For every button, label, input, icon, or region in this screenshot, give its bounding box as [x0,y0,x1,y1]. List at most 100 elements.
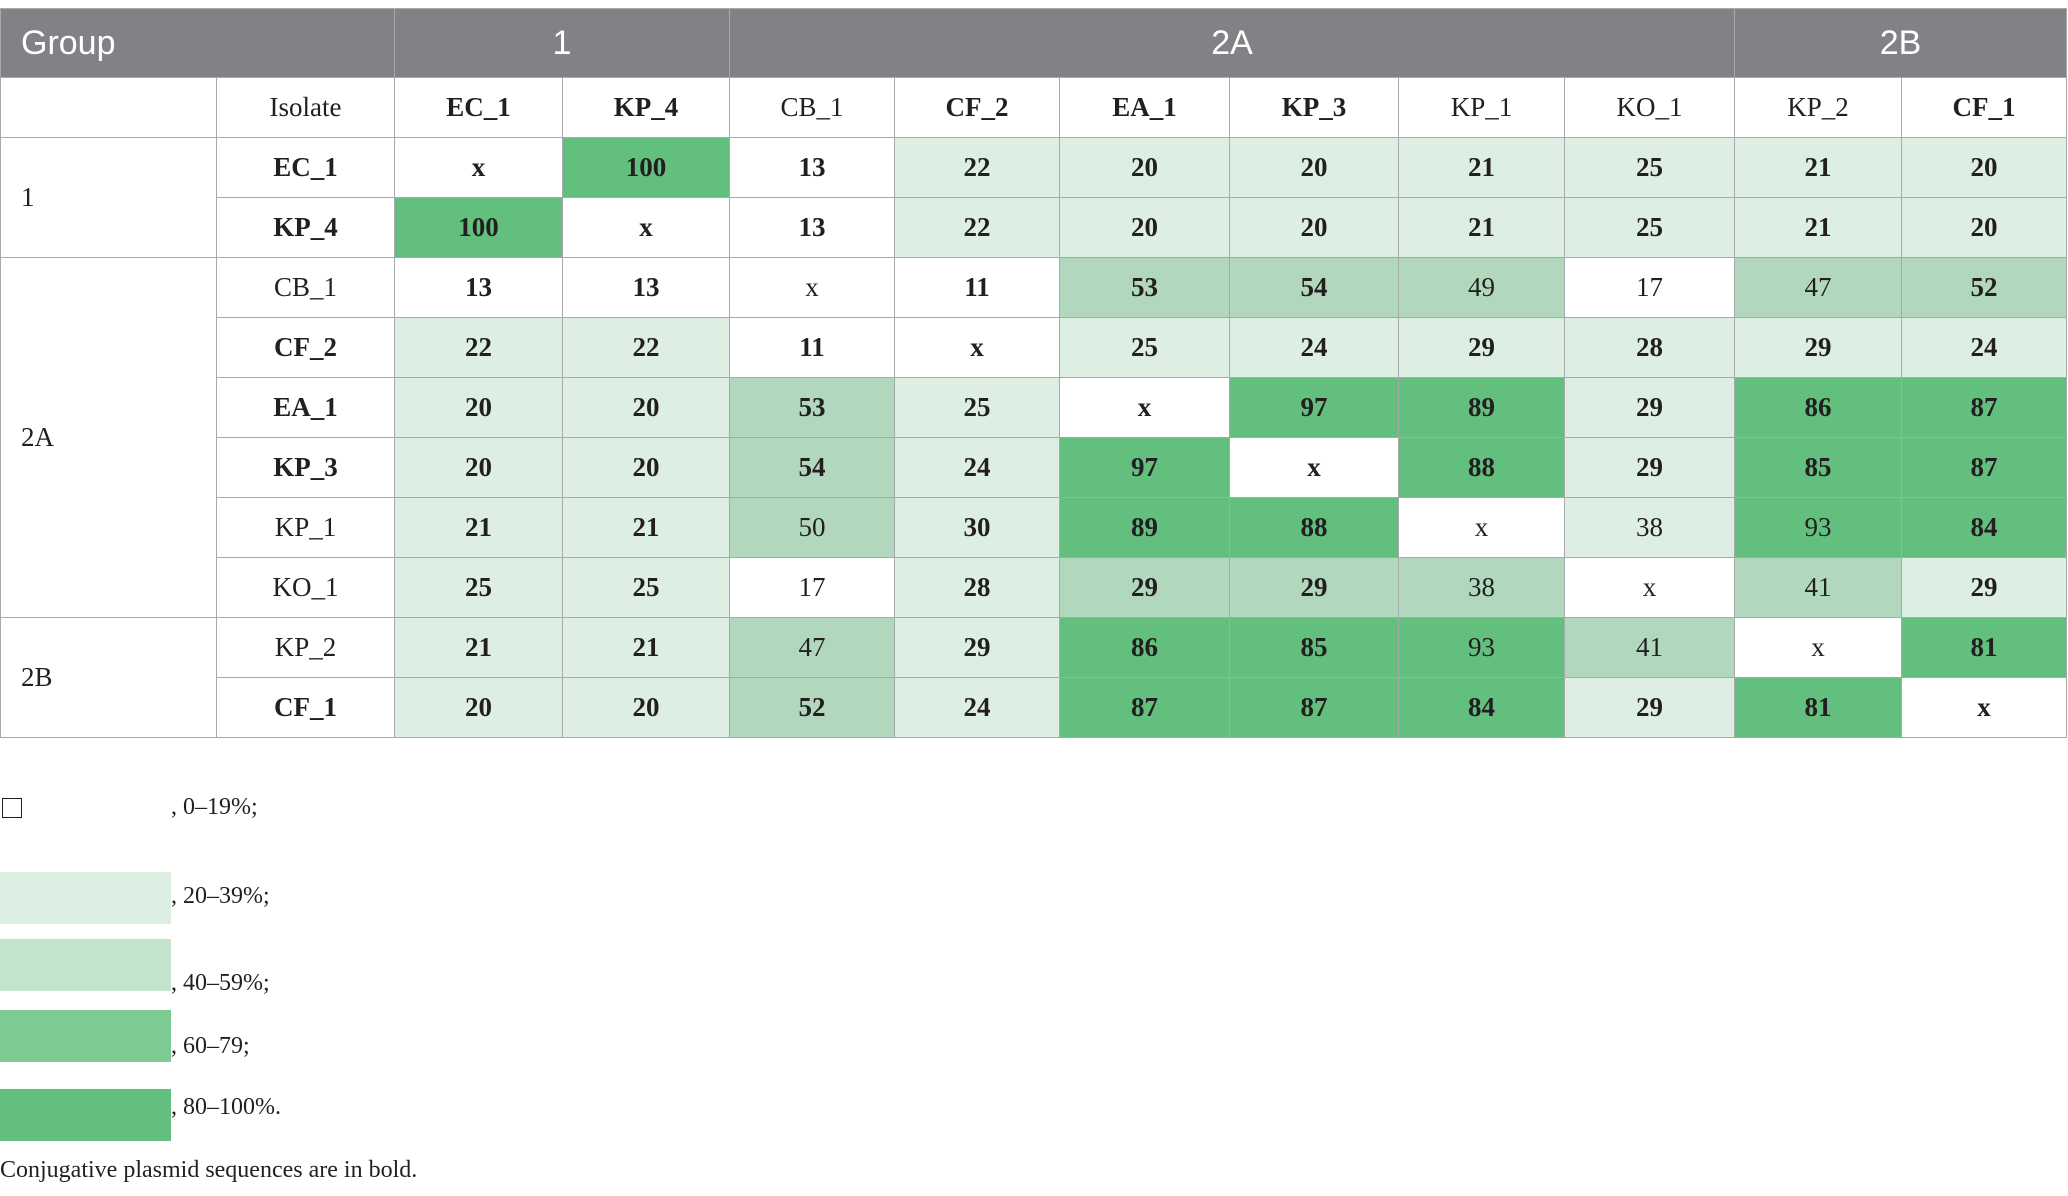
table-cell: 41 [1734,557,1903,618]
table-cell: 21 [561,617,731,678]
group-header-row: Group 1 2A 2B [0,8,2068,78]
row-isolate-label: KO_1 [216,557,395,618]
row-isolate-label: EA_1 [216,377,395,438]
table-cell: 13 [561,257,731,318]
table-cell: 21 [561,497,731,558]
table-cell: 28 [1564,317,1736,378]
table-cell: 25 [1564,137,1736,198]
table-cell: 87 [1901,377,2068,438]
plasmid-identity-table: Group 1 2A 2B Isolate EC_1 KP_4 CB_1 CF_… [0,8,2068,738]
table-cell: 85 [1229,617,1400,678]
table-cell: 87 [1901,437,2068,498]
table-row: KP_1 21 21 50 30 89 88 x 38 93 84 [1,497,2068,558]
table-cell: 100 [394,197,563,258]
table-cell: 20 [1229,197,1400,258]
group-header-2b: 2B [1734,8,2068,78]
column-header: KP_2 [1734,77,1903,138]
table-row: KO_1 25 25 17 28 29 29 38 x 41 29 [1,557,2068,618]
table-cell: 24 [1229,317,1400,378]
table-cell: 93 [1734,497,1903,558]
table-cell: x [561,197,731,258]
legend-swatch [0,939,171,991]
table-cell: 20 [561,677,731,738]
table-cell: 88 [1398,437,1566,498]
table-cell: x [1059,377,1231,438]
table-cell: 38 [1564,497,1736,558]
group-header-1: 1 [393,8,731,78]
table-cell: x [894,317,1061,378]
table-cell: 20 [1901,137,2068,198]
table-cell: 24 [894,437,1061,498]
table-cell: 86 [1059,617,1231,678]
table-cell: 20 [394,437,563,498]
row-isolate-label: CF_1 [216,677,395,738]
table-cell: 20 [561,377,731,438]
table-cell: 20 [394,677,563,738]
table-cell: 25 [894,377,1061,438]
legend-label: , 60–79; [171,1033,250,1059]
isolate-header-row: Isolate EC_1 KP_4 CB_1 CF_2 EA_1 KP_3 KP… [0,77,2068,138]
table-row: KP_4 100 x 13 22 20 20 21 25 21 20 [1,197,2068,258]
legend-label: , 0–19%; [171,794,258,820]
table-cell: 28 [894,557,1061,618]
column-header: KP_3 [1229,77,1400,138]
table-cell: 20 [1901,197,2068,258]
row-group-label: 2B [0,617,217,738]
table-cell: 13 [394,257,563,318]
table-cell: 100 [561,137,731,198]
isolate-header-label: Isolate [216,77,395,138]
table-cell: 11 [894,257,1061,318]
table-cell: 25 [1059,317,1231,378]
table-cell: 52 [729,677,896,738]
table-cell: 20 [1229,137,1400,198]
column-header: KO_1 [1564,77,1736,138]
row-isolate-label: CF_2 [216,317,395,378]
table-cell: 21 [394,497,563,558]
table-cell: x [1901,677,2068,738]
table-cell: 47 [1734,257,1903,318]
table-cell: 29 [1398,317,1566,378]
table-cell: 21 [1398,197,1566,258]
table-cell: 89 [1398,377,1566,438]
table-cell: 54 [1229,257,1400,318]
table-cell: 29 [1564,677,1736,738]
column-header: KP_1 [1398,77,1566,138]
table-cell: x [1398,497,1566,558]
table-cell: 81 [1734,677,1903,738]
table-cell: 38 [1398,557,1566,618]
table-cell: x [729,257,896,318]
table-cell: 84 [1901,497,2068,558]
table-cell: 89 [1059,497,1231,558]
table-cell: 93 [1398,617,1566,678]
legend-label: , 20–39%; [171,883,270,909]
column-header: EA_1 [1059,77,1231,138]
table-cell: 87 [1229,677,1400,738]
table-cell: 29 [1901,557,2068,618]
table-cell: 84 [1398,677,1566,738]
table-cell: 20 [394,377,563,438]
table-cell: 24 [894,677,1061,738]
table-cell: 22 [894,137,1061,198]
table-row: 2B KP_2 21 21 47 29 86 85 93 41 x 81 [0,617,2068,738]
table-cell: 29 [1734,317,1903,378]
table-cell: x [1564,557,1736,618]
column-header: CF_1 [1901,77,2068,138]
table-cell: 20 [561,437,731,498]
legend-swatch-empty-icon [2,798,22,818]
table-cell: 29 [1229,557,1400,618]
legend-label: , 80–100%. [171,1094,281,1120]
column-header: KP_4 [561,77,731,138]
table-footnote: Conjugative plasmid sequences are in bol… [0,1157,418,1183]
table-cell: 13 [729,137,896,198]
table-cell: 24 [1901,317,2068,378]
row-isolate-label: KP_1 [216,497,395,558]
table-cell: x [1734,617,1903,678]
table-cell: 53 [729,377,896,438]
table-row: 2A CB_1 13 13 x 11 53 54 49 17 47 52 [0,257,2068,618]
table-cell: 20 [1059,137,1231,198]
legend-swatch [0,1089,171,1141]
table-cell: 25 [1564,197,1736,258]
table-cell: 41 [1564,617,1736,678]
legend-label: , 40–59%; [171,970,270,996]
